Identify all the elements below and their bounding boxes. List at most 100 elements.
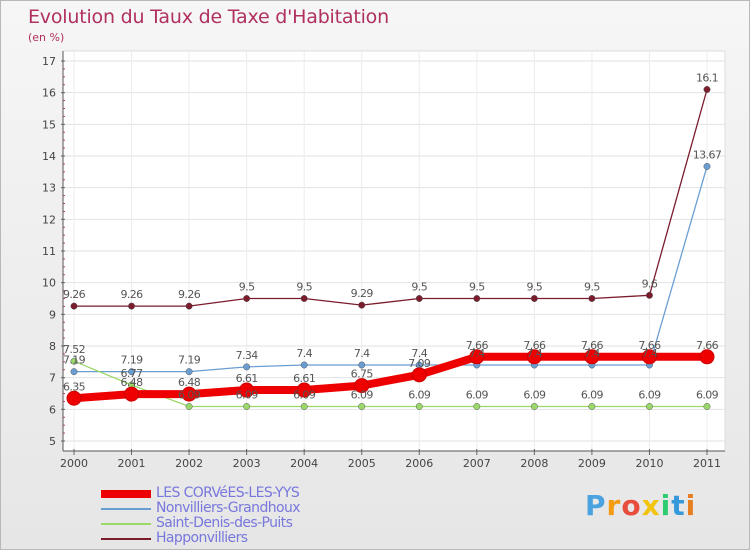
data-point-les-corvees-les-yys-2010 <box>641 349 657 365</box>
data-point-happonvilliers-2006 <box>415 295 423 302</box>
chart-subtitle: (en %) <box>28 31 65 44</box>
data-point-nonvilliers-grandhoux-2011 <box>703 163 711 170</box>
logo-letter: r <box>606 489 622 522</box>
data-label-happonvilliers-2000: 9.26 <box>63 288 86 301</box>
data-point-saint-denis-des-puits-2009 <box>588 403 596 410</box>
logo-letter: i <box>660 489 672 522</box>
data-label-saint-denis-des-puits-2011: 6.09 <box>696 388 719 401</box>
data-point-les-corvees-les-yys-2009 <box>584 349 600 365</box>
data-label-nonvilliers-grandhoux-2005: 7.4 <box>354 347 370 360</box>
data-point-saint-denis-des-puits-2004 <box>300 403 308 410</box>
y-tick-label-17: 17 <box>42 55 56 68</box>
legend-label-happonvilliers: Happonvilliers <box>156 530 248 546</box>
data-point-saint-denis-des-puits-2005 <box>358 403 366 410</box>
data-point-nonvilliers-grandhoux-2004 <box>300 361 308 369</box>
data-label-saint-denis-des-puits-2007: 6.09 <box>466 388 489 401</box>
data-label-saint-denis-des-puits-2004: 6.09 <box>293 388 316 401</box>
data-point-saint-denis-des-puits-2000 <box>70 357 78 365</box>
data-label-saint-denis-des-puits-2002: 6.09 <box>178 388 201 401</box>
data-label-happonvilliers-2004: 9.5 <box>296 281 312 294</box>
data-label-nonvilliers-grandhoux-2011: 13.67 <box>693 148 722 161</box>
data-label-saint-denis-des-puits-2003: 6.09 <box>236 388 259 401</box>
x-tick-label-2003: 2003 <box>233 457 261 470</box>
x-tick-label-2009: 2009 <box>578 457 606 470</box>
data-label-happonvilliers-2008: 9.5 <box>527 281 543 294</box>
logo-letter: t <box>671 489 686 522</box>
y-tick-label-13: 13 <box>42 182 56 195</box>
x-tick-label-2005: 2005 <box>348 457 376 470</box>
data-label-happonvilliers-2002: 9.26 <box>178 288 201 301</box>
data-label-happonvilliers-2007: 9.5 <box>469 281 485 294</box>
x-tick-label-2008: 2008 <box>520 457 548 470</box>
data-point-happonvilliers-2009 <box>588 295 596 302</box>
data-label-les-corvees-les-yys-2006: 7.09 <box>408 357 431 370</box>
proxiti-logo: Proxiti <box>585 489 696 522</box>
data-label-les-corvees-les-yys-2000: 6.35 <box>63 380 86 393</box>
data-point-happonvilliers-2004 <box>300 295 308 302</box>
legend-label-saint-denis-des-puits: Saint-Denis-des-Puits <box>156 515 293 531</box>
data-label-nonvilliers-grandhoux-2009: 7.4 <box>584 347 600 360</box>
data-label-les-corvees-les-yys-2005: 6.75 <box>351 368 374 381</box>
legend-label-nonvilliers-grandhoux: Nonvilliers-Grandhoux <box>156 500 301 516</box>
data-point-les-corvees-les-yys-2004 <box>296 382 312 398</box>
data-label-nonvilliers-grandhoux-2010: 7.4 <box>642 347 658 360</box>
data-label-saint-denis-des-puits-2000: 7.52 <box>63 343 85 356</box>
data-point-saint-denis-des-puits-2006 <box>415 403 423 410</box>
data-point-les-corvees-les-yys-2008 <box>526 349 542 365</box>
data-label-les-corvees-les-yys-2009: 7.66 <box>581 339 604 352</box>
data-label-happonvilliers-2005: 9.29 <box>351 287 374 300</box>
data-point-happonvilliers-2010 <box>646 291 653 299</box>
data-point-les-corvees-les-yys-2007 <box>469 349 485 365</box>
data-label-happonvilliers-2010: 9.6 <box>642 277 658 290</box>
y-tick-label-7: 7 <box>49 372 56 385</box>
legend-swatch-saint-denis-des-puits <box>101 523 151 525</box>
data-label-nonvilliers-grandhoux-2003: 7.34 <box>236 349 259 362</box>
data-label-les-corvees-les-yys-2011: 7.66 <box>696 339 719 352</box>
data-label-saint-denis-des-puits-2006: 6.09 <box>408 388 431 401</box>
x-tick-label-2006: 2006 <box>405 457 433 470</box>
x-tick-label-2007: 2007 <box>463 457 491 470</box>
data-label-happonvilliers-2009: 9.5 <box>584 281 600 294</box>
legend-swatch-nonvilliers-grandhoux <box>101 508 151 510</box>
y-tick-label-11: 11 <box>42 245 56 258</box>
legend-swatch-happonvilliers <box>101 538 151 540</box>
y-tick-label-9: 9 <box>49 308 56 321</box>
data-label-nonvilliers-grandhoux-2002: 7.19 <box>178 354 201 367</box>
y-tick-label-15: 15 <box>42 118 56 131</box>
data-label-happonvilliers-2011: 16.1 <box>696 72 718 85</box>
data-point-nonvilliers-grandhoux-2005 <box>358 361 366 369</box>
data-label-happonvilliers-2001: 9.26 <box>120 288 143 301</box>
x-tick-label-2004: 2004 <box>290 457 318 470</box>
data-label-les-corvees-les-yys-2002: 6.48 <box>178 376 201 389</box>
data-point-les-corvees-les-yys-2011 <box>699 349 715 365</box>
data-point-nonvilliers-grandhoux-2001 <box>128 368 135 376</box>
y-tick-label-12: 12 <box>42 213 56 226</box>
data-point-happonvilliers-2001 <box>128 302 135 310</box>
data-point-saint-denis-des-puits-2010 <box>646 403 653 410</box>
data-point-happonvilliers-2011 <box>703 86 711 93</box>
y-tick-label-10: 10 <box>42 277 56 290</box>
y-tick-label-14: 14 <box>42 150 56 163</box>
y-tick-label-6: 6 <box>49 403 56 416</box>
data-label-nonvilliers-grandhoux-2008: 7.4 <box>527 347 543 360</box>
data-label-saint-denis-des-puits-2009: 6.09 <box>581 388 604 401</box>
data-label-les-corvees-les-yys-2008: 7.66 <box>523 339 546 352</box>
chart-title: Evolution du Taux de Taxe d'Habitation <box>28 6 389 28</box>
data-point-happonvilliers-2002 <box>185 302 193 310</box>
data-label-les-corvees-les-yys-2010: 7.66 <box>638 339 661 352</box>
data-label-nonvilliers-grandhoux-2006: 7.4 <box>411 347 427 360</box>
data-label-saint-denis-des-puits-2005: 6.09 <box>351 388 374 401</box>
data-label-nonvilliers-grandhoux-2000: 7.19 <box>63 354 86 367</box>
data-point-saint-denis-des-puits-2007 <box>473 403 481 410</box>
data-label-saint-denis-des-puits-2001: 6.77 <box>120 367 143 380</box>
data-point-nonvilliers-grandhoux-2003 <box>243 363 251 371</box>
data-label-happonvilliers-2003: 9.5 <box>239 281 255 294</box>
data-point-nonvilliers-grandhoux-2000 <box>70 368 78 376</box>
x-tick-label-2011: 2011 <box>693 457 721 470</box>
data-point-saint-denis-des-puits-2011 <box>703 403 711 410</box>
data-point-saint-denis-des-puits-2002 <box>185 403 193 410</box>
series-line-saint-denis-des-puits <box>73 360 707 408</box>
data-point-les-corvees-les-yys-2001 <box>124 386 140 402</box>
data-label-nonvilliers-grandhoux-2001: 7.19 <box>120 354 143 367</box>
